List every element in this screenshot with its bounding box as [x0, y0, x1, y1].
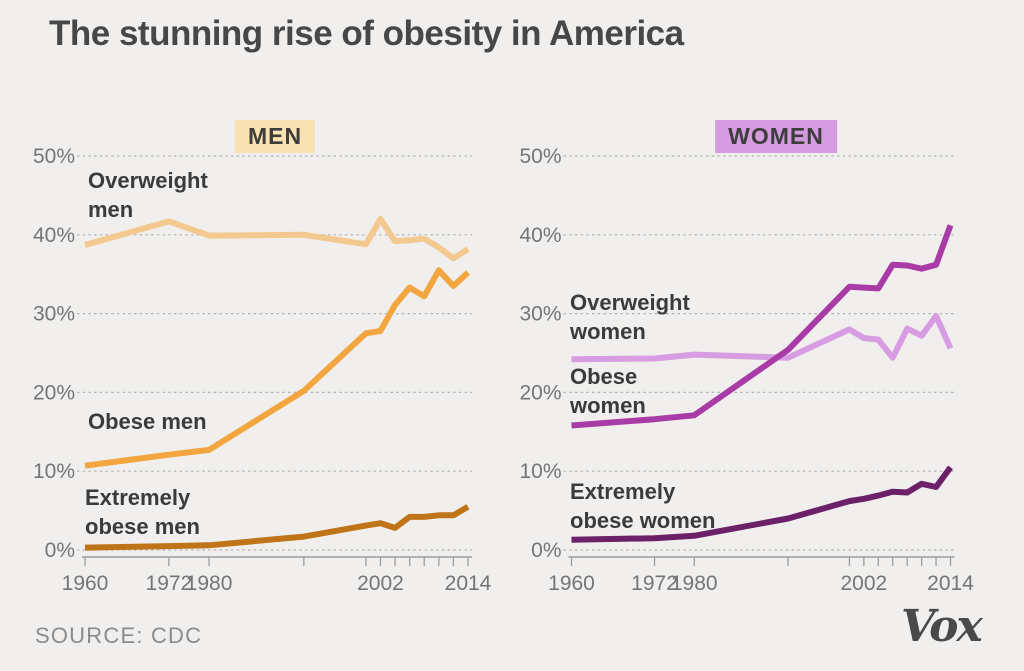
y-tick-label-men-10%: 10% — [33, 460, 75, 483]
line-extremely-obese-men — [84, 504, 470, 551]
line-extremely-obese-women — [571, 465, 953, 543]
y-tick-label-women-50%: 50% — [519, 145, 561, 168]
annotation-line: Extremely — [85, 485, 191, 510]
y-tick-label-men-50%: 50% — [33, 145, 75, 168]
annotation-line: Overweight — [88, 168, 208, 193]
annotation-line: obese women — [570, 508, 716, 533]
line-overweight-women — [571, 313, 954, 363]
y-tick-label-men-20%: 20% — [33, 381, 75, 404]
y-tick-label-women-0%: 0% — [531, 539, 561, 562]
annotation-line: obese men — [85, 514, 200, 539]
y-tick-label-women-20%: 20% — [519, 381, 561, 404]
x-tick-label-women-1980: 1980 — [671, 572, 718, 595]
line-obese-women — [571, 224, 954, 429]
x-tick-label-men-1972: 1972 — [146, 572, 193, 595]
annotation-line: women — [570, 393, 646, 418]
annotation-line: Obese — [570, 364, 638, 389]
y-tick-label-women-40%: 40% — [519, 224, 561, 247]
annotation-line: Obese men — [88, 409, 207, 434]
panel-badge-men: MEN — [234, 120, 316, 153]
x-tick-label-women-1960: 1960 — [548, 572, 595, 595]
y-tick-label-men-40%: 40% — [33, 224, 75, 247]
x-tick-label-women-2014: 2014 — [927, 572, 974, 595]
annotation-line: Overweight — [570, 290, 690, 315]
y-tick-label-men-0%: 0% — [45, 539, 75, 562]
x-tick-label-women-1972: 1972 — [631, 572, 678, 595]
annotation-obese-men: Obese men — [88, 407, 207, 436]
x-tick-label-men-2014: 2014 — [445, 572, 492, 595]
line-obese-men — [84, 267, 471, 469]
annotation-overweight-men: Overweight men — [88, 166, 208, 224]
y-tick-label-women-30%: 30% — [519, 303, 561, 326]
x-tick-label-women-2002: 2002 — [841, 572, 888, 595]
source-credit: SOURCE: CDC — [35, 623, 203, 648]
line-overweight-men — [84, 216, 470, 262]
annotation-line: Extremely — [570, 479, 676, 504]
annotation-overweight-women: Overweight women — [570, 288, 690, 346]
annotation-obese-women: Obese women — [570, 362, 646, 420]
x-tick-label-men-1980: 1980 — [186, 572, 233, 595]
annotation-line: men — [88, 197, 134, 222]
annotation-extremely-obese-women: Extremely obese women — [570, 477, 715, 535]
annotation-line: women — [570, 319, 646, 344]
panel-badge-women: WOMEN — [715, 120, 837, 153]
page-title: The stunning rise of obesity in America — [49, 14, 684, 53]
annotation-extremely-obese-men: Extremely obese men — [85, 483, 200, 541]
x-tick-label-men-2002: 2002 — [357, 572, 404, 595]
y-tick-label-women-10%: 10% — [519, 460, 561, 483]
y-tick-label-men-30%: 30% — [33, 303, 75, 326]
x-tick-label-men-1960: 1960 — [62, 572, 109, 595]
vox-logo: Vox — [901, 601, 983, 652]
